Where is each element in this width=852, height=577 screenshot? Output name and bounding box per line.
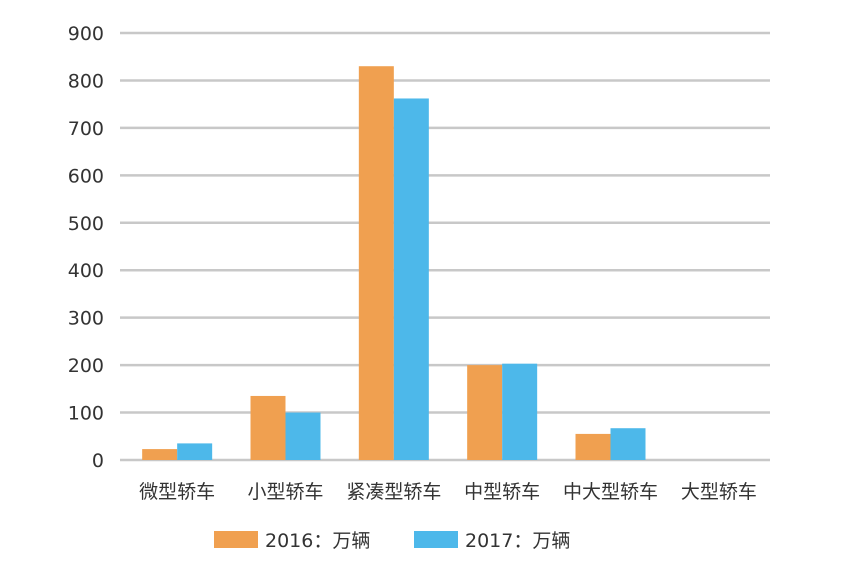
legend-swatch-2017 — [414, 531, 458, 548]
y-tick-label-300: 300 — [68, 308, 104, 330]
bar-2017-cat-2 — [393, 98, 429, 461]
x-axis-categories: 微型轿车 小型轿车 紧凑型轿车 中型轿车 中大型轿车 大型轿车 — [139, 481, 757, 503]
y-tick-label-700: 700 — [68, 118, 104, 140]
legend-label-2017: 2017：万辆 — [465, 530, 570, 552]
y-tick-label-900: 900 — [68, 23, 104, 45]
bar-2016-cat-0 — [142, 449, 178, 460]
bar-2017-cat-3 — [502, 363, 538, 460]
gridlines — [120, 31, 770, 462]
bars — [142, 66, 646, 461]
y-tick-label-600: 600 — [68, 165, 104, 187]
x-category-label-4: 中大型轿车 — [563, 481, 658, 503]
y-tick-label-500: 500 — [68, 213, 104, 235]
bar-2017-cat-0 — [177, 443, 213, 460]
bar-2017-cat-4 — [610, 428, 646, 460]
bar-2016-cat-3 — [467, 365, 503, 460]
legend-swatch-2016 — [214, 531, 258, 548]
x-category-label-2: 紧凑型轿车 — [346, 481, 441, 503]
bar-2016-cat-4 — [575, 433, 611, 460]
bar-2017-cat-1 — [285, 412, 321, 460]
bar-2016-cat-1 — [250, 395, 286, 460]
y-tick-label-0: 0 — [92, 450, 104, 472]
x-category-label-1: 小型轿车 — [247, 481, 323, 503]
legend: 2016：万辆 2017：万辆 — [214, 530, 570, 552]
bar-2016-cat-2 — [358, 66, 394, 460]
y-axis-ticks: 0 100 200 300 400 500 600 700 800 900 — [68, 23, 104, 472]
x-category-label-3: 中型轿车 — [464, 481, 540, 503]
x-category-label-0: 微型轿车 — [139, 481, 215, 503]
x-category-label-5: 大型轿车 — [681, 481, 757, 503]
legend-label-2016: 2016：万辆 — [265, 530, 370, 552]
y-tick-label-200: 200 — [68, 355, 104, 377]
y-tick-label-100: 100 — [68, 403, 104, 425]
y-tick-label-400: 400 — [68, 260, 104, 282]
y-tick-label-800: 800 — [68, 70, 104, 92]
